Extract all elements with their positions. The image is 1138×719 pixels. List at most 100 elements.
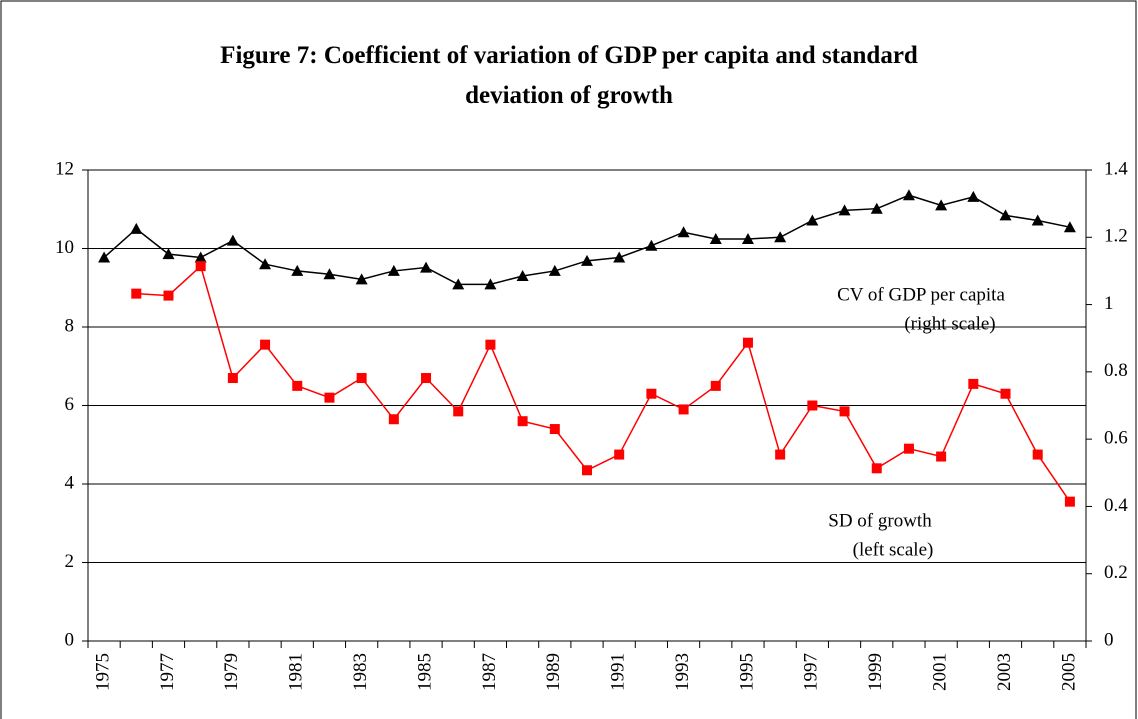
marker — [516, 269, 529, 281]
x-tick-label: 1979 — [221, 653, 242, 691]
marker — [1064, 496, 1075, 507]
marker — [870, 202, 883, 214]
y2-tick-label: 1.4 — [1104, 158, 1128, 179]
marker — [967, 190, 980, 202]
x-tick-label: 1977 — [157, 653, 178, 691]
y-tick-label: 10 — [55, 237, 74, 258]
marker — [775, 449, 786, 460]
y2-tick-label: 0.4 — [1104, 495, 1128, 516]
marker — [484, 278, 497, 290]
marker — [453, 406, 464, 417]
marker — [260, 339, 271, 350]
x-tick-label: 1975 — [92, 653, 113, 691]
annotation: (right scale) — [904, 313, 995, 334]
marker — [968, 378, 979, 389]
marker — [807, 400, 818, 411]
marker — [162, 248, 175, 260]
marker — [226, 234, 239, 246]
marker — [388, 414, 399, 425]
y2-tick-label: 0.2 — [1104, 562, 1128, 583]
marker — [323, 268, 336, 280]
marker — [291, 264, 304, 276]
marker — [98, 251, 111, 263]
y-tick-label: 6 — [65, 394, 75, 415]
x-tick-label: 1989 — [543, 653, 564, 691]
series-line — [103, 194, 1071, 286]
marker — [581, 254, 593, 266]
title-box: Figure 7: Coefficient of variation of GD… — [0, 36, 1138, 116]
marker — [259, 258, 272, 270]
marker — [131, 288, 142, 299]
marker — [902, 189, 915, 201]
y-tick-label: 2 — [65, 551, 75, 572]
marker — [163, 290, 174, 301]
marker — [227, 373, 238, 384]
chart-title: Figure 7: Coefficient of variation of GD… — [220, 42, 918, 109]
x-tick-label: 1983 — [350, 653, 371, 691]
marker — [742, 337, 753, 348]
marker — [614, 449, 625, 460]
marker — [935, 199, 948, 211]
marker — [517, 416, 528, 427]
x-tick-label: 2005 — [1058, 653, 1079, 691]
marker — [646, 388, 657, 399]
marker — [387, 264, 400, 276]
marker — [677, 226, 690, 238]
marker — [839, 406, 850, 417]
marker — [548, 264, 561, 276]
marker — [838, 204, 851, 216]
marker — [936, 451, 947, 462]
y-tick-label: 12 — [55, 158, 74, 179]
y-tick-label: 0 — [65, 629, 75, 650]
x-tick-label: 1987 — [479, 653, 500, 691]
y-tick-label: 8 — [65, 315, 75, 336]
y2-tick-label: 0.6 — [1104, 428, 1128, 449]
series-line — [136, 264, 1071, 503]
marker — [1000, 388, 1011, 399]
y2-tick-label: 1 — [1104, 293, 1114, 314]
marker — [1032, 449, 1043, 460]
marker — [356, 373, 367, 384]
marker — [806, 214, 819, 226]
marker — [903, 443, 914, 454]
marker — [741, 232, 754, 244]
marker — [871, 463, 882, 474]
marker — [195, 261, 206, 272]
marker — [613, 251, 626, 263]
marker — [709, 232, 722, 244]
marker — [452, 278, 465, 290]
x-tick-label: 1985 — [414, 653, 435, 691]
x-tick-label: 1999 — [865, 653, 886, 691]
marker — [678, 404, 689, 415]
annotation: (left scale) — [853, 539, 934, 560]
marker — [549, 424, 560, 435]
marker — [774, 231, 787, 243]
annotation: SD of growth — [828, 510, 932, 531]
marker — [999, 209, 1012, 221]
marker — [1063, 221, 1076, 233]
y2-tick-label: 0.8 — [1104, 360, 1128, 381]
x-tick-label: 2001 — [929, 653, 950, 691]
marker — [582, 465, 592, 476]
x-tick-label: 2003 — [994, 653, 1015, 691]
marker — [194, 251, 207, 263]
y2-tick-label: 0 — [1104, 629, 1114, 650]
marker — [645, 239, 658, 251]
x-tick-label: 1981 — [286, 653, 307, 691]
annotation: CV of GDP per capita — [837, 284, 1005, 305]
marker — [130, 222, 143, 234]
x-tick-label: 1993 — [672, 653, 693, 691]
y-tick-label: 4 — [65, 472, 75, 493]
marker — [324, 392, 335, 403]
marker — [421, 373, 432, 384]
marker — [355, 273, 368, 285]
y2-tick-label: 1.2 — [1104, 226, 1128, 247]
x-tick-label: 1995 — [736, 653, 757, 691]
marker — [1031, 214, 1044, 226]
marker — [485, 339, 496, 350]
marker — [420, 261, 433, 273]
x-tick-label: 1991 — [608, 653, 629, 691]
